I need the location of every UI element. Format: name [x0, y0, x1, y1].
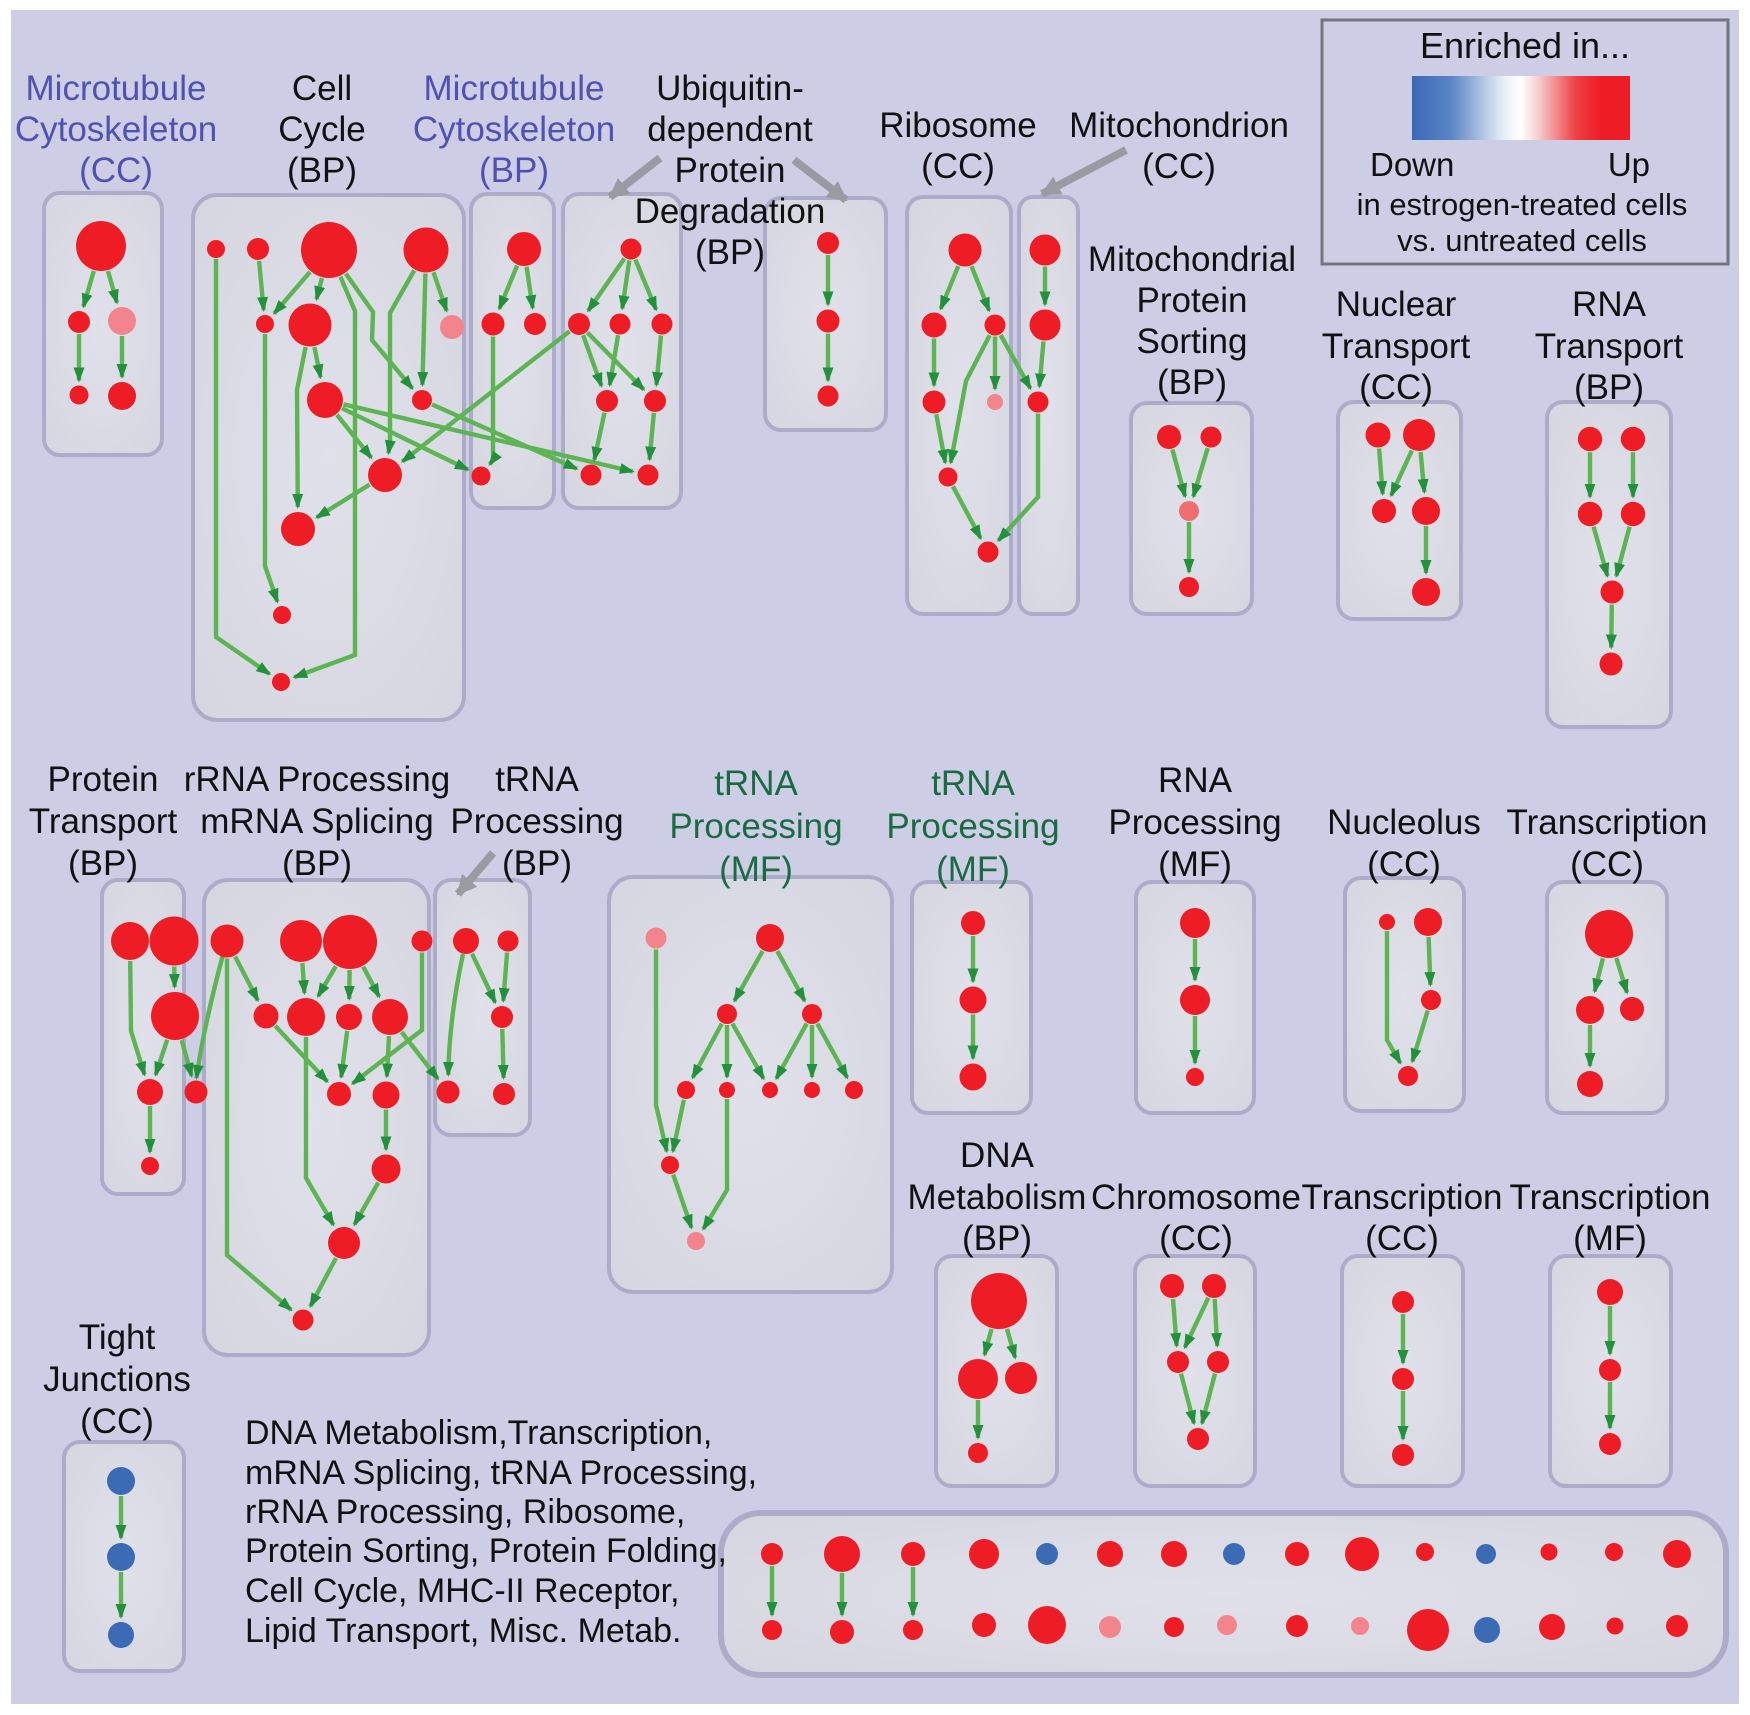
svg-text:DNA: DNA — [960, 1136, 1035, 1175]
svg-text:DNA Metabolism,Transcription,: DNA Metabolism,Transcription, — [245, 1414, 712, 1452]
svg-text:(CC): (CC) — [1359, 368, 1433, 407]
svg-text:Down: Down — [1370, 146, 1454, 183]
svg-text:Enriched in...: Enriched in... — [1420, 25, 1630, 66]
svg-text:Microtubule: Microtubule — [424, 69, 605, 108]
svg-text:Ribosome: Ribosome — [879, 106, 1037, 145]
svg-text:Chromosome: Chromosome — [1091, 1178, 1301, 1217]
svg-text:(CC): (CC) — [80, 1402, 154, 1441]
svg-text:Transcription: Transcription — [1302, 1178, 1503, 1217]
svg-text:Mitochondrial: Mitochondrial — [1088, 240, 1296, 279]
svg-text:Cytoskeleton: Cytoskeleton — [15, 110, 217, 149]
svg-text:Cycle: Cycle — [278, 110, 366, 149]
svg-text:Cell: Cell — [292, 69, 352, 108]
svg-text:(BP): (BP) — [287, 151, 357, 190]
svg-text:Transport: Transport — [29, 802, 178, 841]
svg-text:Up: Up — [1608, 146, 1650, 183]
svg-text:Junctions: Junctions — [43, 1360, 191, 1399]
svg-text:Protein: Protein — [1137, 281, 1248, 320]
svg-text:tRNA: tRNA — [931, 764, 1015, 803]
svg-text:Protein: Protein — [48, 760, 159, 799]
svg-text:(MF): (MF) — [1158, 845, 1232, 884]
svg-text:(MF): (MF) — [719, 850, 793, 889]
svg-text:(MF): (MF) — [936, 850, 1010, 889]
svg-text:Lipid Transport, Misc. Metab.: Lipid Transport, Misc. Metab. — [245, 1612, 682, 1650]
svg-text:(BP): (BP) — [68, 844, 138, 883]
svg-text:(CC): (CC) — [1142, 147, 1216, 186]
svg-text:(BP): (BP) — [695, 233, 765, 272]
svg-text:Mitochondrion: Mitochondrion — [1069, 106, 1289, 145]
svg-text:Processing: Processing — [1108, 803, 1281, 842]
svg-text:Microtubule: Microtubule — [26, 69, 207, 108]
svg-text:Transcription: Transcription — [1510, 1178, 1711, 1217]
svg-text:Protein Sorting, Protein Foldi: Protein Sorting, Protein Folding, — [245, 1532, 727, 1570]
svg-text:Processing: Processing — [669, 807, 842, 846]
svg-text:dependent: dependent — [647, 110, 813, 149]
svg-text:(BP): (BP) — [962, 1219, 1032, 1258]
svg-text:Ubiquitin-: Ubiquitin- — [656, 69, 804, 108]
svg-text:Tight: Tight — [79, 1318, 156, 1357]
svg-text:Processing: Processing — [886, 807, 1059, 846]
svg-text:(CC): (CC) — [79, 151, 153, 190]
svg-text:Transport: Transport — [1535, 327, 1684, 366]
svg-text:(CC): (CC) — [921, 147, 995, 186]
svg-text:(BP): (BP) — [1574, 368, 1644, 407]
svg-text:Processing: Processing — [450, 802, 623, 841]
svg-text:(BP): (BP) — [1157, 363, 1227, 402]
svg-text:(BP): (BP) — [282, 844, 352, 883]
svg-text:Protein: Protein — [675, 151, 786, 190]
svg-text:RNA: RNA — [1158, 761, 1233, 800]
svg-text:(CC): (CC) — [1365, 1219, 1439, 1258]
svg-text:Transcription: Transcription — [1507, 803, 1708, 842]
svg-text:Sorting: Sorting — [1137, 322, 1248, 361]
svg-text:mRNA Splicing: mRNA Splicing — [200, 802, 433, 841]
svg-text:Nuclear: Nuclear — [1336, 285, 1457, 324]
svg-text:tRNA: tRNA — [495, 760, 579, 799]
svg-text:Cell Cycle, MHC-II Receptor,: Cell Cycle, MHC-II Receptor, — [245, 1572, 680, 1610]
svg-text:(MF): (MF) — [1573, 1219, 1647, 1258]
svg-text:RNA: RNA — [1572, 285, 1647, 324]
svg-text:tRNA: tRNA — [714, 764, 798, 803]
svg-text:(BP): (BP) — [479, 151, 549, 190]
svg-text:rRNA Processing: rRNA Processing — [184, 760, 450, 799]
svg-text:(CC): (CC) — [1570, 845, 1644, 884]
svg-text:vs. untreated cells: vs. untreated cells — [1397, 223, 1647, 258]
svg-text:rRNA Processing, Ribosome,: rRNA Processing, Ribosome, — [245, 1493, 685, 1531]
svg-text:Transport: Transport — [1322, 327, 1471, 366]
svg-text:Cytoskeleton: Cytoskeleton — [413, 110, 615, 149]
svg-text:Nucleolus: Nucleolus — [1327, 803, 1481, 842]
svg-text:Metabolism: Metabolism — [908, 1178, 1087, 1217]
svg-text:mRNA Splicing, tRNA Processing: mRNA Splicing, tRNA Processing, — [245, 1454, 757, 1492]
svg-text:in estrogen-treated cells: in estrogen-treated cells — [1357, 187, 1688, 222]
svg-text:Degradation: Degradation — [635, 192, 826, 231]
svg-text:(BP): (BP) — [502, 844, 572, 883]
svg-text:(CC): (CC) — [1159, 1219, 1233, 1258]
svg-text:(CC): (CC) — [1367, 845, 1441, 884]
